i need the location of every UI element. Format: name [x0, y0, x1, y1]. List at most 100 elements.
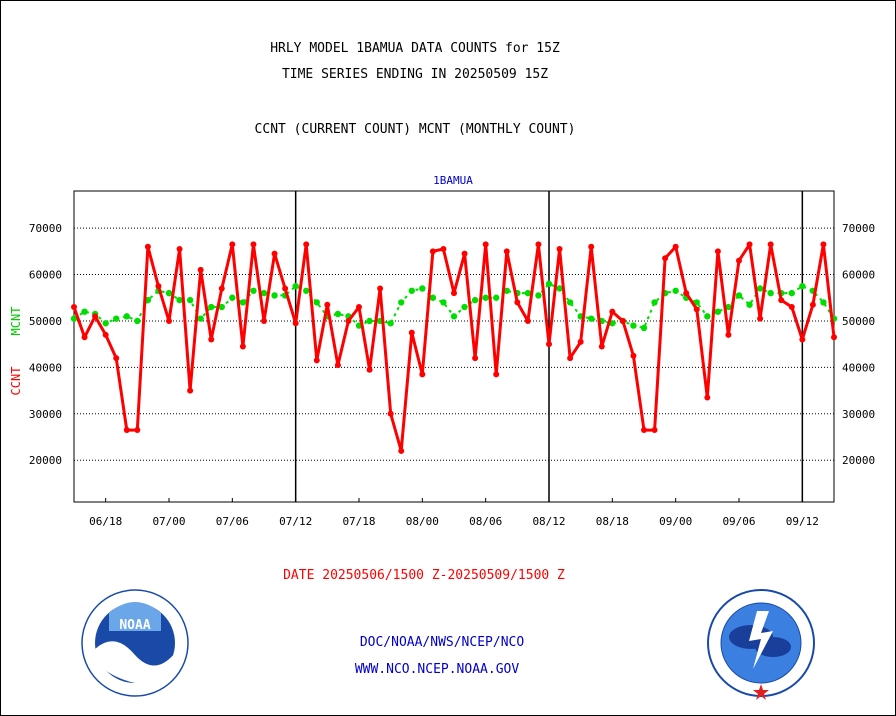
data-point-mcnt [767, 289, 774, 297]
data-point-ccnt [598, 343, 605, 350]
data-point-ccnt [524, 317, 531, 324]
x-tick-label: 08/12 [532, 515, 565, 528]
y-tick-label-right: 20000 [842, 454, 875, 467]
series-layer [70, 241, 838, 454]
data-point-ccnt [714, 248, 721, 255]
date-range-label: DATE 20250506/1500 Z-20250509/1500 Z [283, 568, 565, 583]
data-point-mcnt [197, 315, 204, 322]
y-tick-label-left: 40000 [29, 361, 62, 374]
data-point-ccnt [461, 250, 468, 257]
data-point-mcnt [408, 287, 415, 294]
data-point-mcnt [714, 308, 722, 315]
data-point-ccnt [334, 362, 341, 369]
nco-website-link[interactable]: WWW.NCO.NCEP.NOAA.GOV [355, 662, 520, 677]
data-point-mcnt [503, 287, 510, 294]
x-tick-labels: 06/18 07/00 07/06 07/12 07/18 08/00 08/06 08/12… [89, 515, 819, 528]
data-point-ccnt [134, 427, 141, 434]
data-point-mcnt [746, 301, 753, 308]
data-point-ccnt [155, 283, 162, 290]
data-point-mcnt [134, 317, 141, 325]
data-point-ccnt [725, 331, 732, 338]
data-point-mcnt [218, 303, 225, 311]
chart-title-line2: TIME SERIES ENDING IN 20250509 15Z [282, 67, 548, 82]
x-tick-label: 07/06 [216, 515, 249, 528]
data-point-ccnt [408, 329, 415, 336]
data-point-ccnt [746, 241, 753, 248]
data-point-ccnt [451, 290, 457, 297]
data-point-ccnt [651, 427, 658, 434]
data-point-ccnt [377, 285, 384, 292]
data-point-ccnt [419, 371, 426, 378]
data-point-mcnt [588, 315, 595, 322]
data-point-mcnt [81, 308, 88, 315]
data-point-mcnt [820, 299, 827, 306]
data-point-mcnt [165, 289, 173, 297]
data-point-mcnt [566, 299, 574, 306]
data-point-mcnt [799, 282, 806, 290]
data-point-ccnt [440, 246, 447, 253]
data-point-mcnt [113, 315, 120, 322]
y-tick-label-right: 60000 [842, 269, 875, 282]
data-point-mcnt [482, 294, 489, 301]
data-point-ccnt [387, 410, 394, 417]
data-point-ccnt [282, 285, 289, 292]
x-tick-label: 08/00 [406, 515, 439, 528]
data-point-ccnt [662, 255, 669, 262]
data-point-mcnt [493, 294, 500, 301]
data-point-ccnt [778, 297, 785, 304]
data-point-ccnt [588, 243, 595, 250]
data-point-mcnt [398, 299, 405, 306]
data-point-ccnt [366, 366, 373, 373]
data-point-mcnt [630, 322, 637, 329]
data-point-ccnt [757, 315, 764, 322]
data-point-mcnt [788, 289, 795, 297]
data-point-ccnt [166, 317, 172, 324]
x-tick-label: 08/06 [469, 515, 502, 528]
data-point-ccnt [345, 317, 352, 324]
data-point-mcnt [471, 296, 479, 304]
data-point-ccnt [324, 301, 331, 308]
x-tick-label: 09/12 [786, 515, 819, 528]
data-point-ccnt [303, 241, 310, 248]
data-point-mcnt [313, 299, 320, 306]
data-point-mcnt [450, 313, 458, 320]
data-point-ccnt [292, 320, 299, 327]
y-axis-label-ccnt: CCNT [9, 367, 23, 396]
data-point-ccnt [619, 317, 626, 324]
data-point-mcnt [725, 303, 732, 311]
data-point-mcnt [303, 287, 310, 294]
data-point-ccnt [250, 241, 257, 248]
data-point-ccnt [503, 248, 510, 255]
y-axis-label-mcnt: MCNT [9, 307, 23, 336]
chart-subtitle: CCNT (CURRENT COUNT) MCNT (MONTHLY COUNT… [255, 122, 576, 137]
data-point-ccnt [788, 304, 795, 311]
y-tick-label-right: 30000 [842, 408, 875, 421]
data-point-mcnt [693, 299, 700, 306]
series-mcnt [70, 280, 838, 332]
data-point-ccnt [229, 241, 236, 248]
x-tick-label: 08/18 [596, 515, 629, 528]
data-point-mcnt [123, 313, 130, 320]
data-point-mcnt [70, 315, 78, 322]
series-ccnt [71, 241, 837, 454]
data-point-ccnt [546, 341, 552, 348]
data-point-ccnt [92, 313, 99, 320]
data-point-ccnt [113, 355, 120, 362]
data-point-mcnt [429, 294, 437, 301]
data-point-mcnt [271, 292, 278, 299]
nco-path-link[interactable]: DOC/NOAA/NWS/NCEP/NCO [360, 635, 525, 650]
data-point-ccnt [577, 338, 584, 345]
data-point-mcnt [545, 280, 553, 288]
data-point-ccnt [313, 357, 320, 364]
data-point-ccnt [429, 248, 436, 255]
data-point-ccnt [218, 285, 225, 292]
y-tick-label-left: 50000 [29, 315, 62, 328]
data-point-ccnt [693, 306, 700, 313]
plot-area [73, 190, 835, 503]
data-point-ccnt [567, 355, 574, 362]
data-point-ccnt [556, 246, 563, 253]
data-point-mcnt [250, 287, 257, 294]
data-point-ccnt [144, 243, 151, 250]
